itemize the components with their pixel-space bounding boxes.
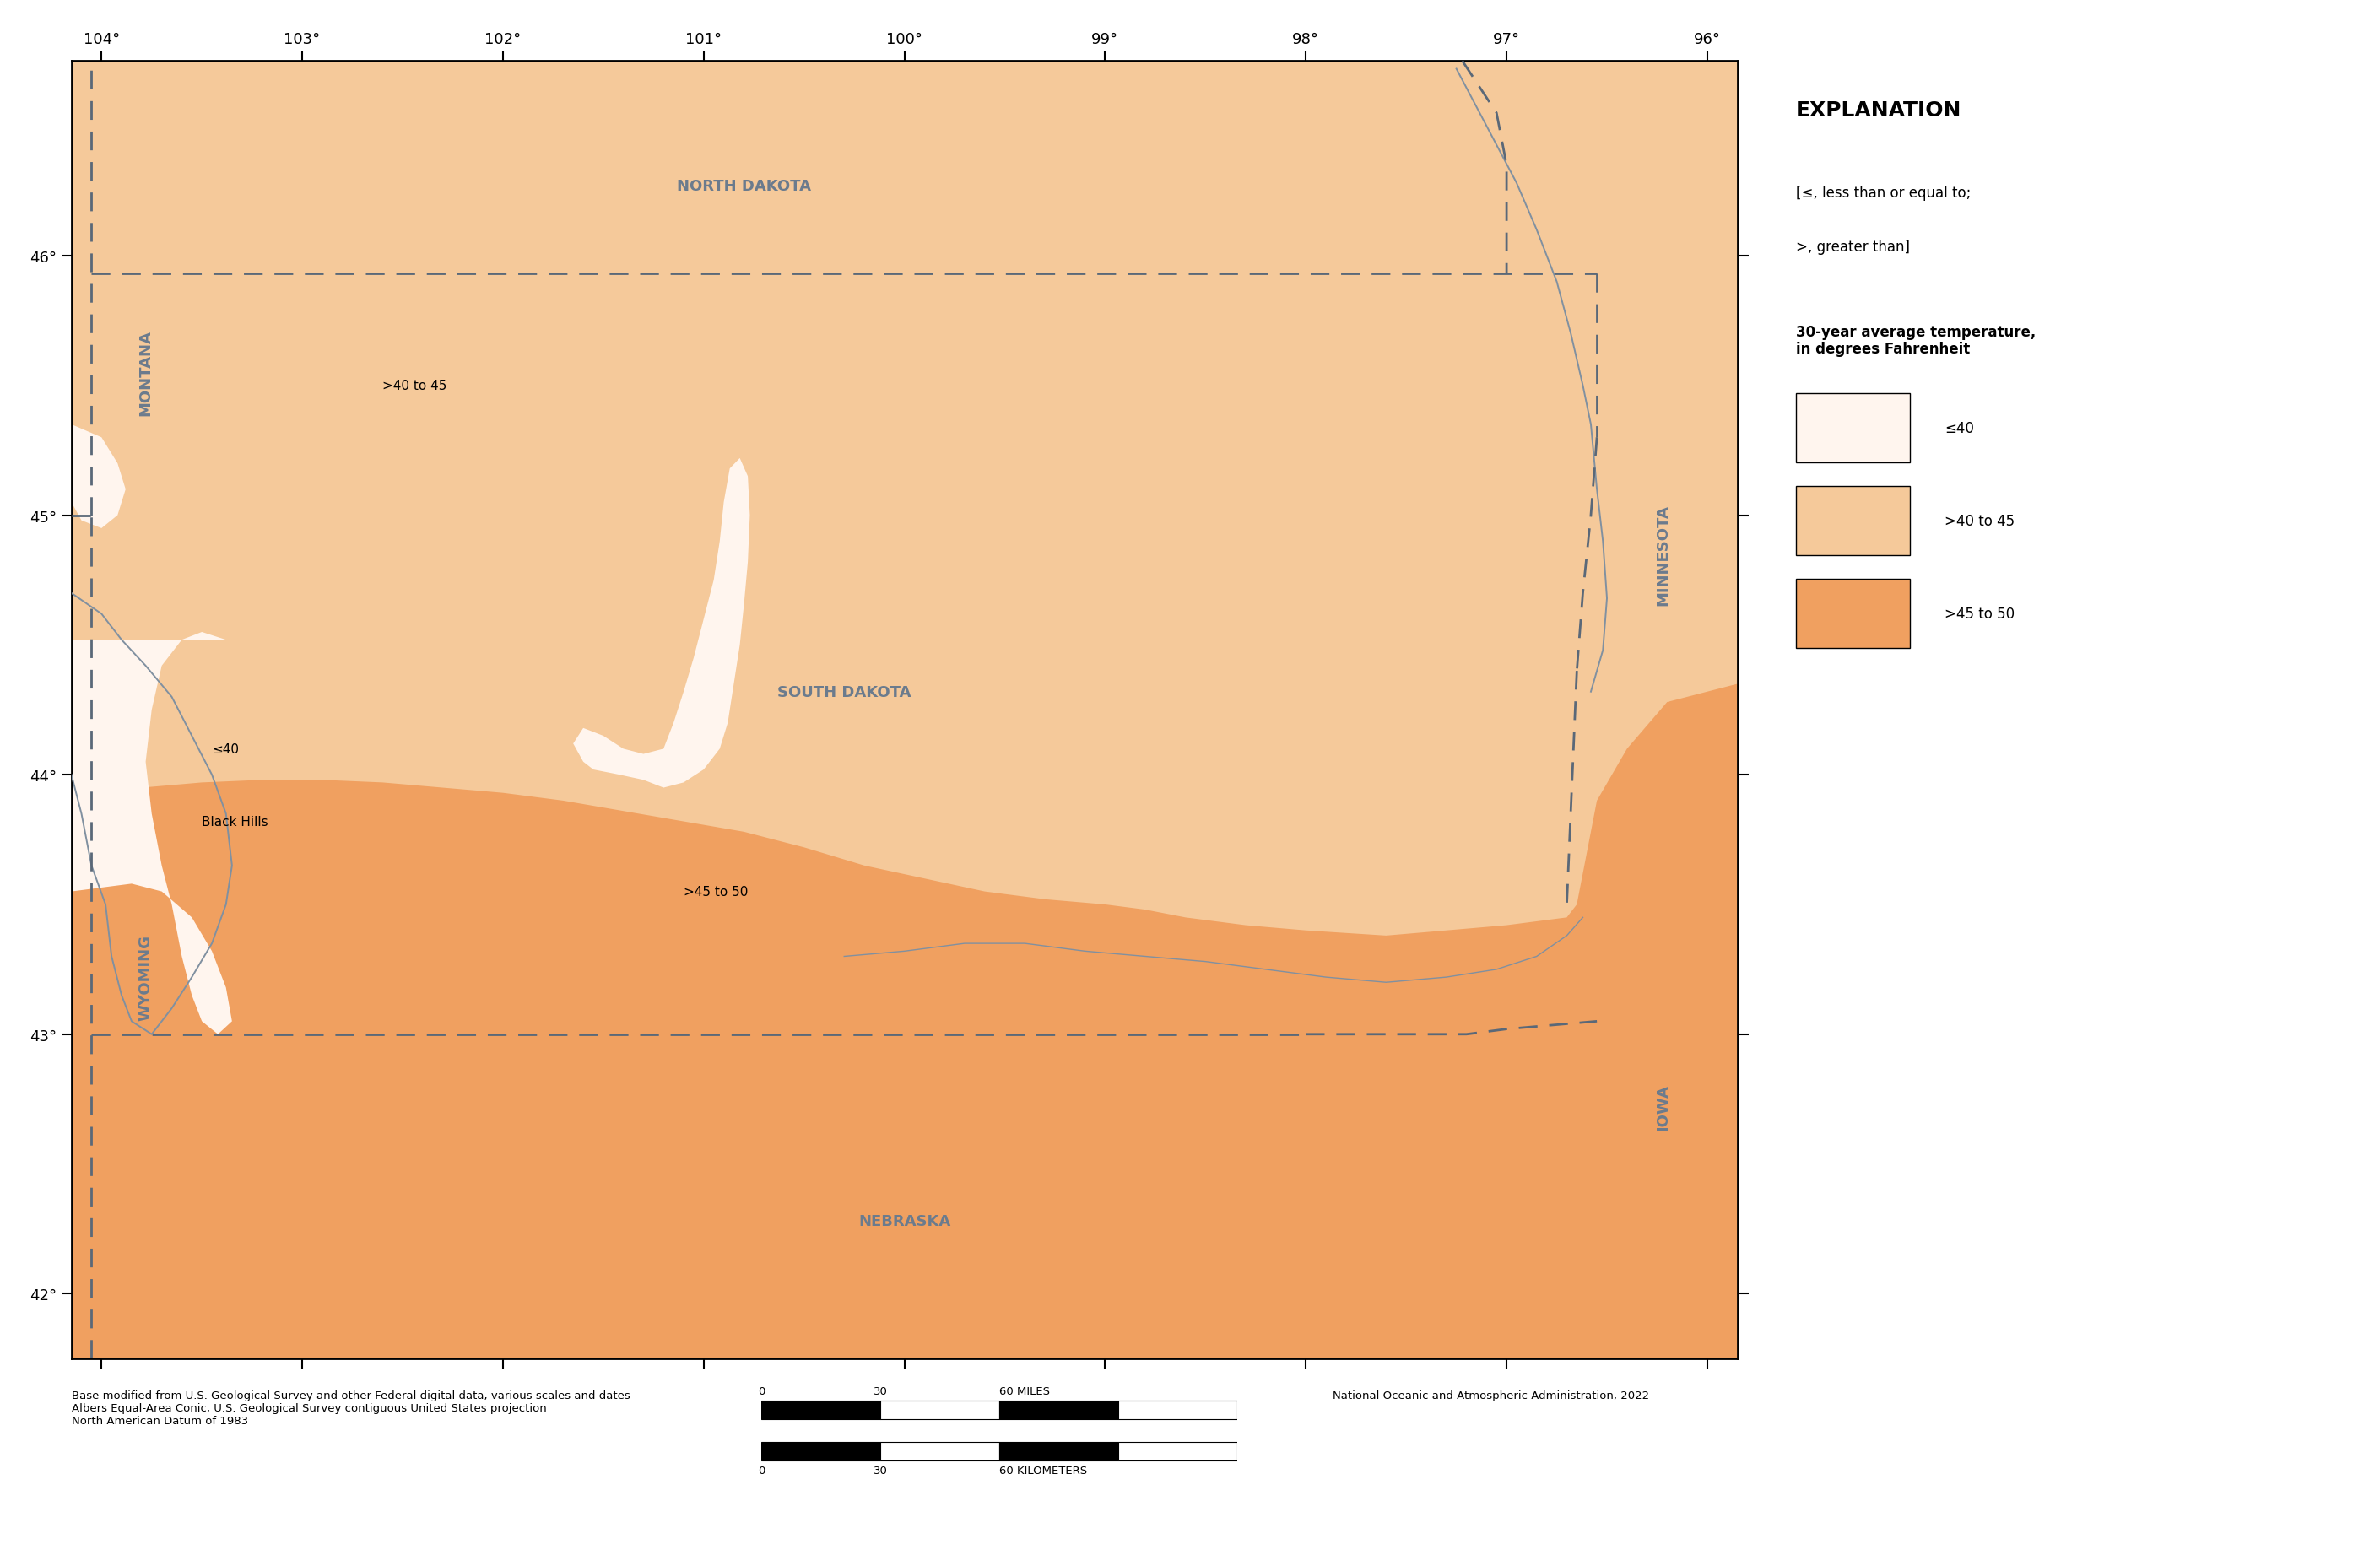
Bar — [1000, 1400, 1119, 1419]
Text: MINNESOTA: MINNESOTA — [1656, 503, 1671, 605]
Bar — [881, 1400, 1000, 1419]
Text: ≤40: ≤40 — [1944, 422, 1973, 435]
Bar — [1119, 1442, 1238, 1461]
Polygon shape — [71, 684, 1737, 1359]
Polygon shape — [71, 633, 231, 1034]
Text: ≤40: ≤40 — [212, 743, 238, 755]
Text: 30: 30 — [873, 1465, 888, 1476]
Text: >45 to 50: >45 to 50 — [1944, 607, 2013, 621]
Text: NORTH DAKOTA: NORTH DAKOTA — [676, 179, 812, 195]
Text: 30: 30 — [873, 1385, 888, 1396]
Bar — [1797, 579, 1911, 648]
Text: Base modified from U.S. Geological Survey and other Federal digital data, variou: Base modified from U.S. Geological Surve… — [71, 1390, 631, 1425]
Bar — [762, 1442, 881, 1461]
Polygon shape — [574, 459, 750, 787]
Bar — [1797, 486, 1911, 556]
Text: IOWA: IOWA — [1656, 1084, 1671, 1130]
Text: >40 to 45: >40 to 45 — [1944, 514, 2013, 528]
Text: 30-year average temperature,
in degrees Fahrenheit: 30-year average temperature, in degrees … — [1797, 324, 2035, 357]
Text: 60 MILES: 60 MILES — [1000, 1385, 1050, 1396]
Text: MONTANA: MONTANA — [138, 330, 152, 415]
Text: WYOMING: WYOMING — [138, 934, 152, 1021]
Text: [≤, less than or equal to;: [≤, less than or equal to; — [1797, 185, 1971, 201]
Text: >, greater than]: >, greater than] — [1797, 239, 1909, 255]
Bar — [1000, 1442, 1119, 1461]
Polygon shape — [71, 425, 126, 528]
Text: EXPLANATION: EXPLANATION — [1797, 100, 1961, 120]
Text: 0: 0 — [759, 1385, 764, 1396]
Text: National Oceanic and Atmospheric Administration, 2022: National Oceanic and Atmospheric Adminis… — [1333, 1390, 1649, 1400]
Text: SOUTH DAKOTA: SOUTH DAKOTA — [778, 684, 912, 699]
Bar — [881, 1442, 1000, 1461]
Bar — [762, 1400, 881, 1419]
Text: 0: 0 — [759, 1465, 764, 1476]
Bar — [1119, 1400, 1238, 1419]
Text: >45 to 50: >45 to 50 — [683, 886, 747, 899]
Text: 60 KILOMETERS: 60 KILOMETERS — [1000, 1465, 1088, 1476]
Text: Black Hills: Black Hills — [202, 815, 269, 828]
Text: NEBRASKA: NEBRASKA — [859, 1214, 950, 1229]
Bar — [1797, 394, 1911, 463]
Text: >40 to 45: >40 to 45 — [383, 380, 447, 392]
